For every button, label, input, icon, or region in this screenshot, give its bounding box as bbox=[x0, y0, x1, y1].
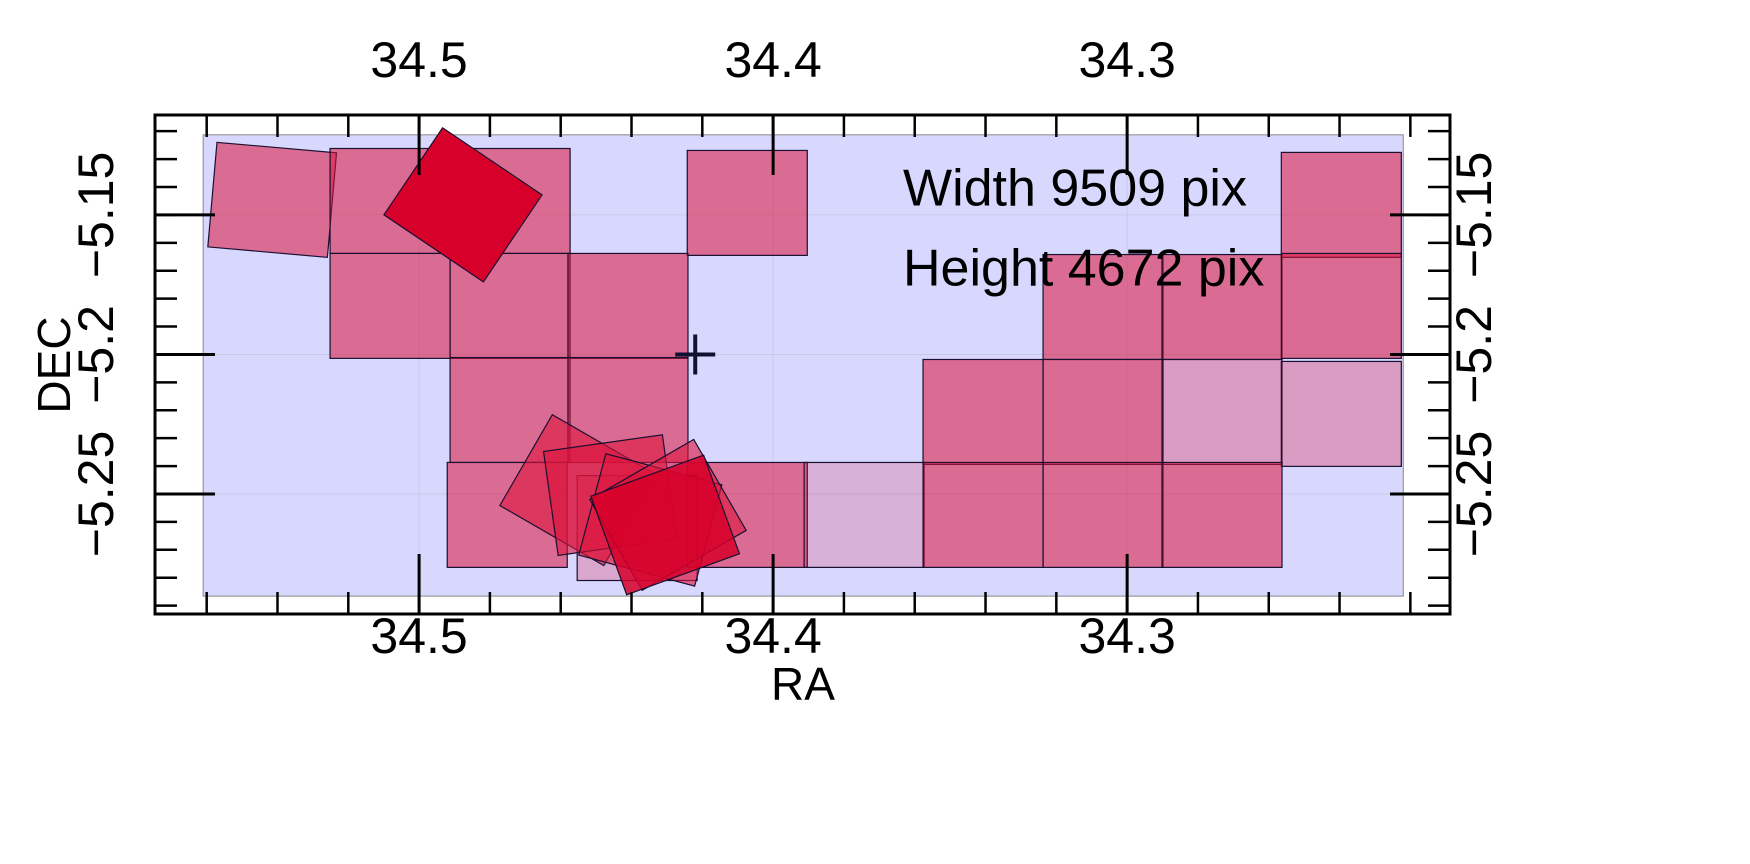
x-tick-label: 34.5 bbox=[370, 32, 467, 88]
y-tick-label: −5.15 bbox=[1446, 152, 1502, 279]
footprint bbox=[1042, 461, 1164, 568]
footprint bbox=[590, 454, 741, 596]
x-tick-label: 34.4 bbox=[724, 32, 821, 88]
footprint bbox=[1161, 461, 1283, 568]
y-tick-label: −5.2 bbox=[1446, 305, 1502, 404]
footprint bbox=[383, 126, 543, 283]
y-axis-label: DEC bbox=[28, 316, 80, 413]
annotation: Height 4672 pix bbox=[903, 240, 1264, 298]
y-tick-label: −5.25 bbox=[1446, 431, 1502, 558]
axis-layer: 34.5 34.5 34.4 34.4 34.3 34.3 −5.15 −5.15 −5.2 −5… bbox=[68, 32, 1502, 664]
footprint bbox=[1280, 360, 1402, 467]
footprint bbox=[686, 149, 808, 256]
footprint bbox=[449, 252, 571, 359]
footprint bbox=[1042, 253, 1164, 361]
x-axis-label: RA bbox=[771, 658, 835, 710]
footprint bbox=[1161, 253, 1283, 361]
footprint bbox=[329, 252, 451, 359]
y-tick-label: −5.25 bbox=[68, 431, 124, 558]
y-tick-label: −5.2 bbox=[68, 305, 124, 404]
x-tick-label: 34.4 bbox=[724, 608, 821, 664]
footprint-layer bbox=[207, 126, 1402, 596]
annotation: Width 9509 pix bbox=[903, 160, 1247, 218]
y-tick-label: −5.15 bbox=[68, 152, 124, 279]
x-tick-label: 34.3 bbox=[1078, 608, 1175, 664]
footprint bbox=[1161, 358, 1283, 466]
footprint bbox=[1280, 252, 1402, 359]
footprint bbox=[207, 141, 338, 258]
center-marker bbox=[675, 334, 716, 375]
footprint bbox=[567, 252, 689, 359]
footprint bbox=[1042, 358, 1164, 466]
footprint bbox=[803, 461, 925, 568]
footprint bbox=[922, 358, 1044, 466]
footprint bbox=[922, 461, 1044, 568]
x-tick-label: 34.3 bbox=[1078, 32, 1175, 88]
plot-frame bbox=[153, 113, 1452, 616]
x-tick-label: 34.5 bbox=[370, 608, 467, 664]
footprint bbox=[1280, 151, 1402, 258]
